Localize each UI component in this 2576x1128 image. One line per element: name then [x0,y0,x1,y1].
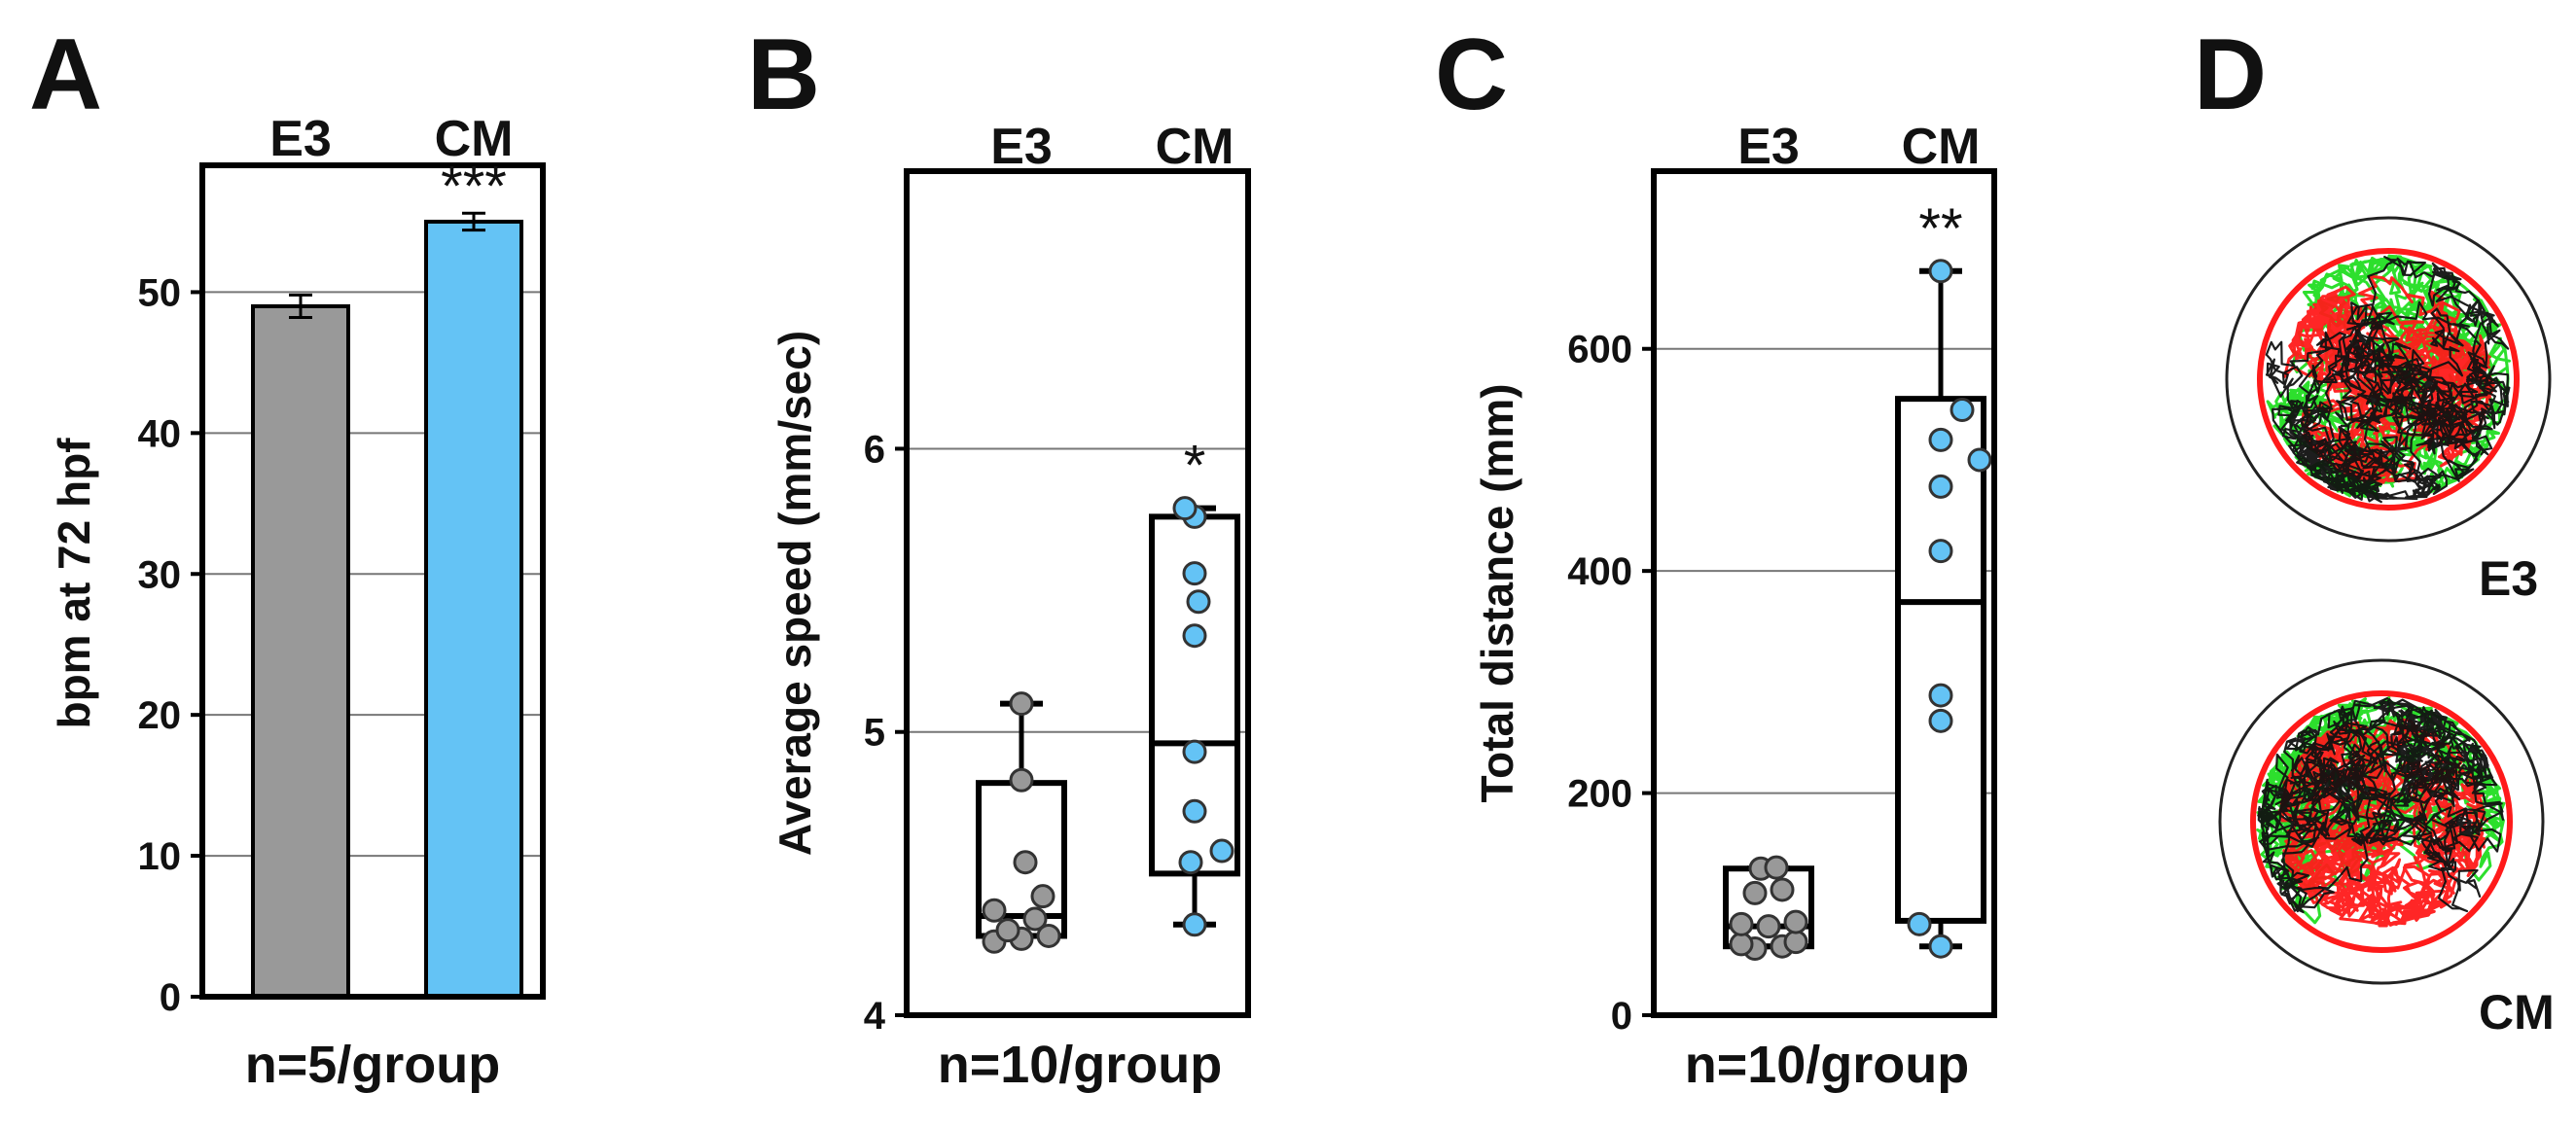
panel-c-data-point [1729,911,1754,936]
panel-c-data-point [1928,259,1953,284]
arena-cm-label: CM [2479,985,2555,1040]
arena-e3: E3 [2225,216,2552,606]
panel-c-y-ticks: 0 200 400 600 [1567,329,1654,1038]
panel-b-significance: * [1184,435,1206,498]
panel-c-data-point [1783,909,1808,934]
panel-b-category-e3: E3 [990,119,1053,175]
panel-d-letter: D [2194,18,2267,131]
panel-a-sample-size: n=5/group [245,1036,501,1094]
panel-b-plot-frame [904,168,1251,1018]
panel-d: D E3 CM [2194,18,2555,1040]
arena-cm-swim-track [2250,690,2513,953]
panel-c-data-point [1783,930,1808,955]
arena-e3-label: E3 [2479,551,2538,606]
panel-a-tick-label: 20 [138,694,182,737]
panel-c-data-point [1729,932,1754,957]
panel-b-boxes [976,496,1240,954]
panel-b-data-point [1182,912,1207,937]
panel-c-data-point [1742,880,1768,905]
arena-e3-swim-track [2257,248,2520,511]
panel-b-y-ticks: 4 5 6 [864,428,907,1038]
panel-c-data-point [1928,934,1953,959]
panel-b-data-point [982,898,1007,923]
panel-a-bar-e3 [251,303,350,999]
panel-c-data-point [1928,427,1953,452]
panel-a-y-ticks: 0 10 20 30 40 50 [138,271,202,1019]
arena-e3-rim-trace [2257,248,2520,511]
panel-c-significance: ** [1918,197,1962,261]
panel-b-y-axis-label: Average speed (mm/sec) [769,331,820,856]
panel-c-letter: C [1435,18,1508,131]
arena-cm-rim-trace [2250,690,2513,953]
panel-a-category-cm: CM [435,111,514,167]
panel-a: A 0 10 20 30 40 50 E3 CM *** bpm at 72 hpf n=… [29,18,546,1094]
panel-c-category-cm: CM [1902,119,1981,175]
panel-a-significance: *** [441,155,507,218]
panel-c-data-point [1928,474,1953,499]
panel-b-data-point [1182,798,1207,824]
panel-a-bars [251,211,523,999]
panel-a-y-axis-label: bpm at 72 hpf [49,438,99,729]
panel-c-tick-label: 200 [1567,773,1632,816]
panel-c-data-point [1756,914,1781,939]
panel-c-sample-size: n=10/group [1685,1036,1970,1094]
panel-a-letter: A [29,18,102,131]
panel-a-tick-label: 30 [138,553,182,596]
panel-c-tick-label: 600 [1567,329,1632,371]
panel-a-plot-frame [199,162,546,1000]
panel-b-data-point [995,918,1020,943]
panel-b-data-point [1009,767,1034,793]
panel-b-data-point [1030,884,1055,909]
panel-b-data-point [1036,923,1061,948]
panel-b-data-point [1022,906,1048,932]
panel-b-data-point [1009,691,1034,717]
panel-b-letter: B [747,18,820,131]
panel-b: B 4 5 6 E3 CM * Average speed (mm/sec) n=1… [747,18,1251,1094]
panel-b-category-cm: CM [1156,119,1234,175]
panel-a-tick-label: 0 [160,976,181,1019]
panel-c-data-point [1907,911,1932,936]
panel-b-data-point [1186,589,1211,615]
panel-c-data-point [1928,683,1953,708]
panel-c-data-point [1764,855,1789,880]
panel-c-data-point [1928,708,1953,733]
panel-c-data-point [1928,539,1953,564]
panel-b-tick-label: 6 [864,428,885,471]
panel-b-data-point [1209,838,1234,864]
panel-c-data-point [1967,447,1992,473]
panel-c-boxes [1723,259,1992,961]
panel-b-tick-label: 4 [864,995,886,1038]
panel-b-data-point [1182,739,1207,764]
panel-b-data-point [1182,561,1207,586]
panel-c-data-point [1770,877,1795,902]
panel-b-data-point [1178,850,1203,875]
panel-a-tick-label: 40 [138,412,182,455]
arena-cm: CM [2218,658,2555,1040]
panel-a-tick-label: 50 [138,271,182,314]
panel-b-data-point [1013,850,1038,875]
panel-c-tick-label: 400 [1567,550,1632,593]
panel-c-y-axis-label: Total distance (mm) [1472,383,1522,802]
panel-a-category-e3: E3 [269,111,332,167]
panel-b-data-point [1182,623,1207,649]
panel-b-sample-size: n=10/group [938,1036,1223,1094]
arena-cm-trace [2257,697,2505,914]
panel-b-tick-label: 5 [864,712,885,755]
panel-a-bar-cm [424,219,523,999]
panel-c-plot-frame [1651,168,1997,1018]
panel-b-data-point [1172,496,1198,521]
panel-c-category-e3: E3 [1737,119,1800,175]
panel-c-tick-label: 0 [1611,995,1632,1038]
panel-c-data-point [1950,398,1975,423]
arena-e3-trace [2265,256,2511,504]
panel-a-tick-label: 10 [138,835,182,878]
panel-c: C 0 200 400 600 E3 CM ** Total distance (mm… [1435,18,1997,1094]
